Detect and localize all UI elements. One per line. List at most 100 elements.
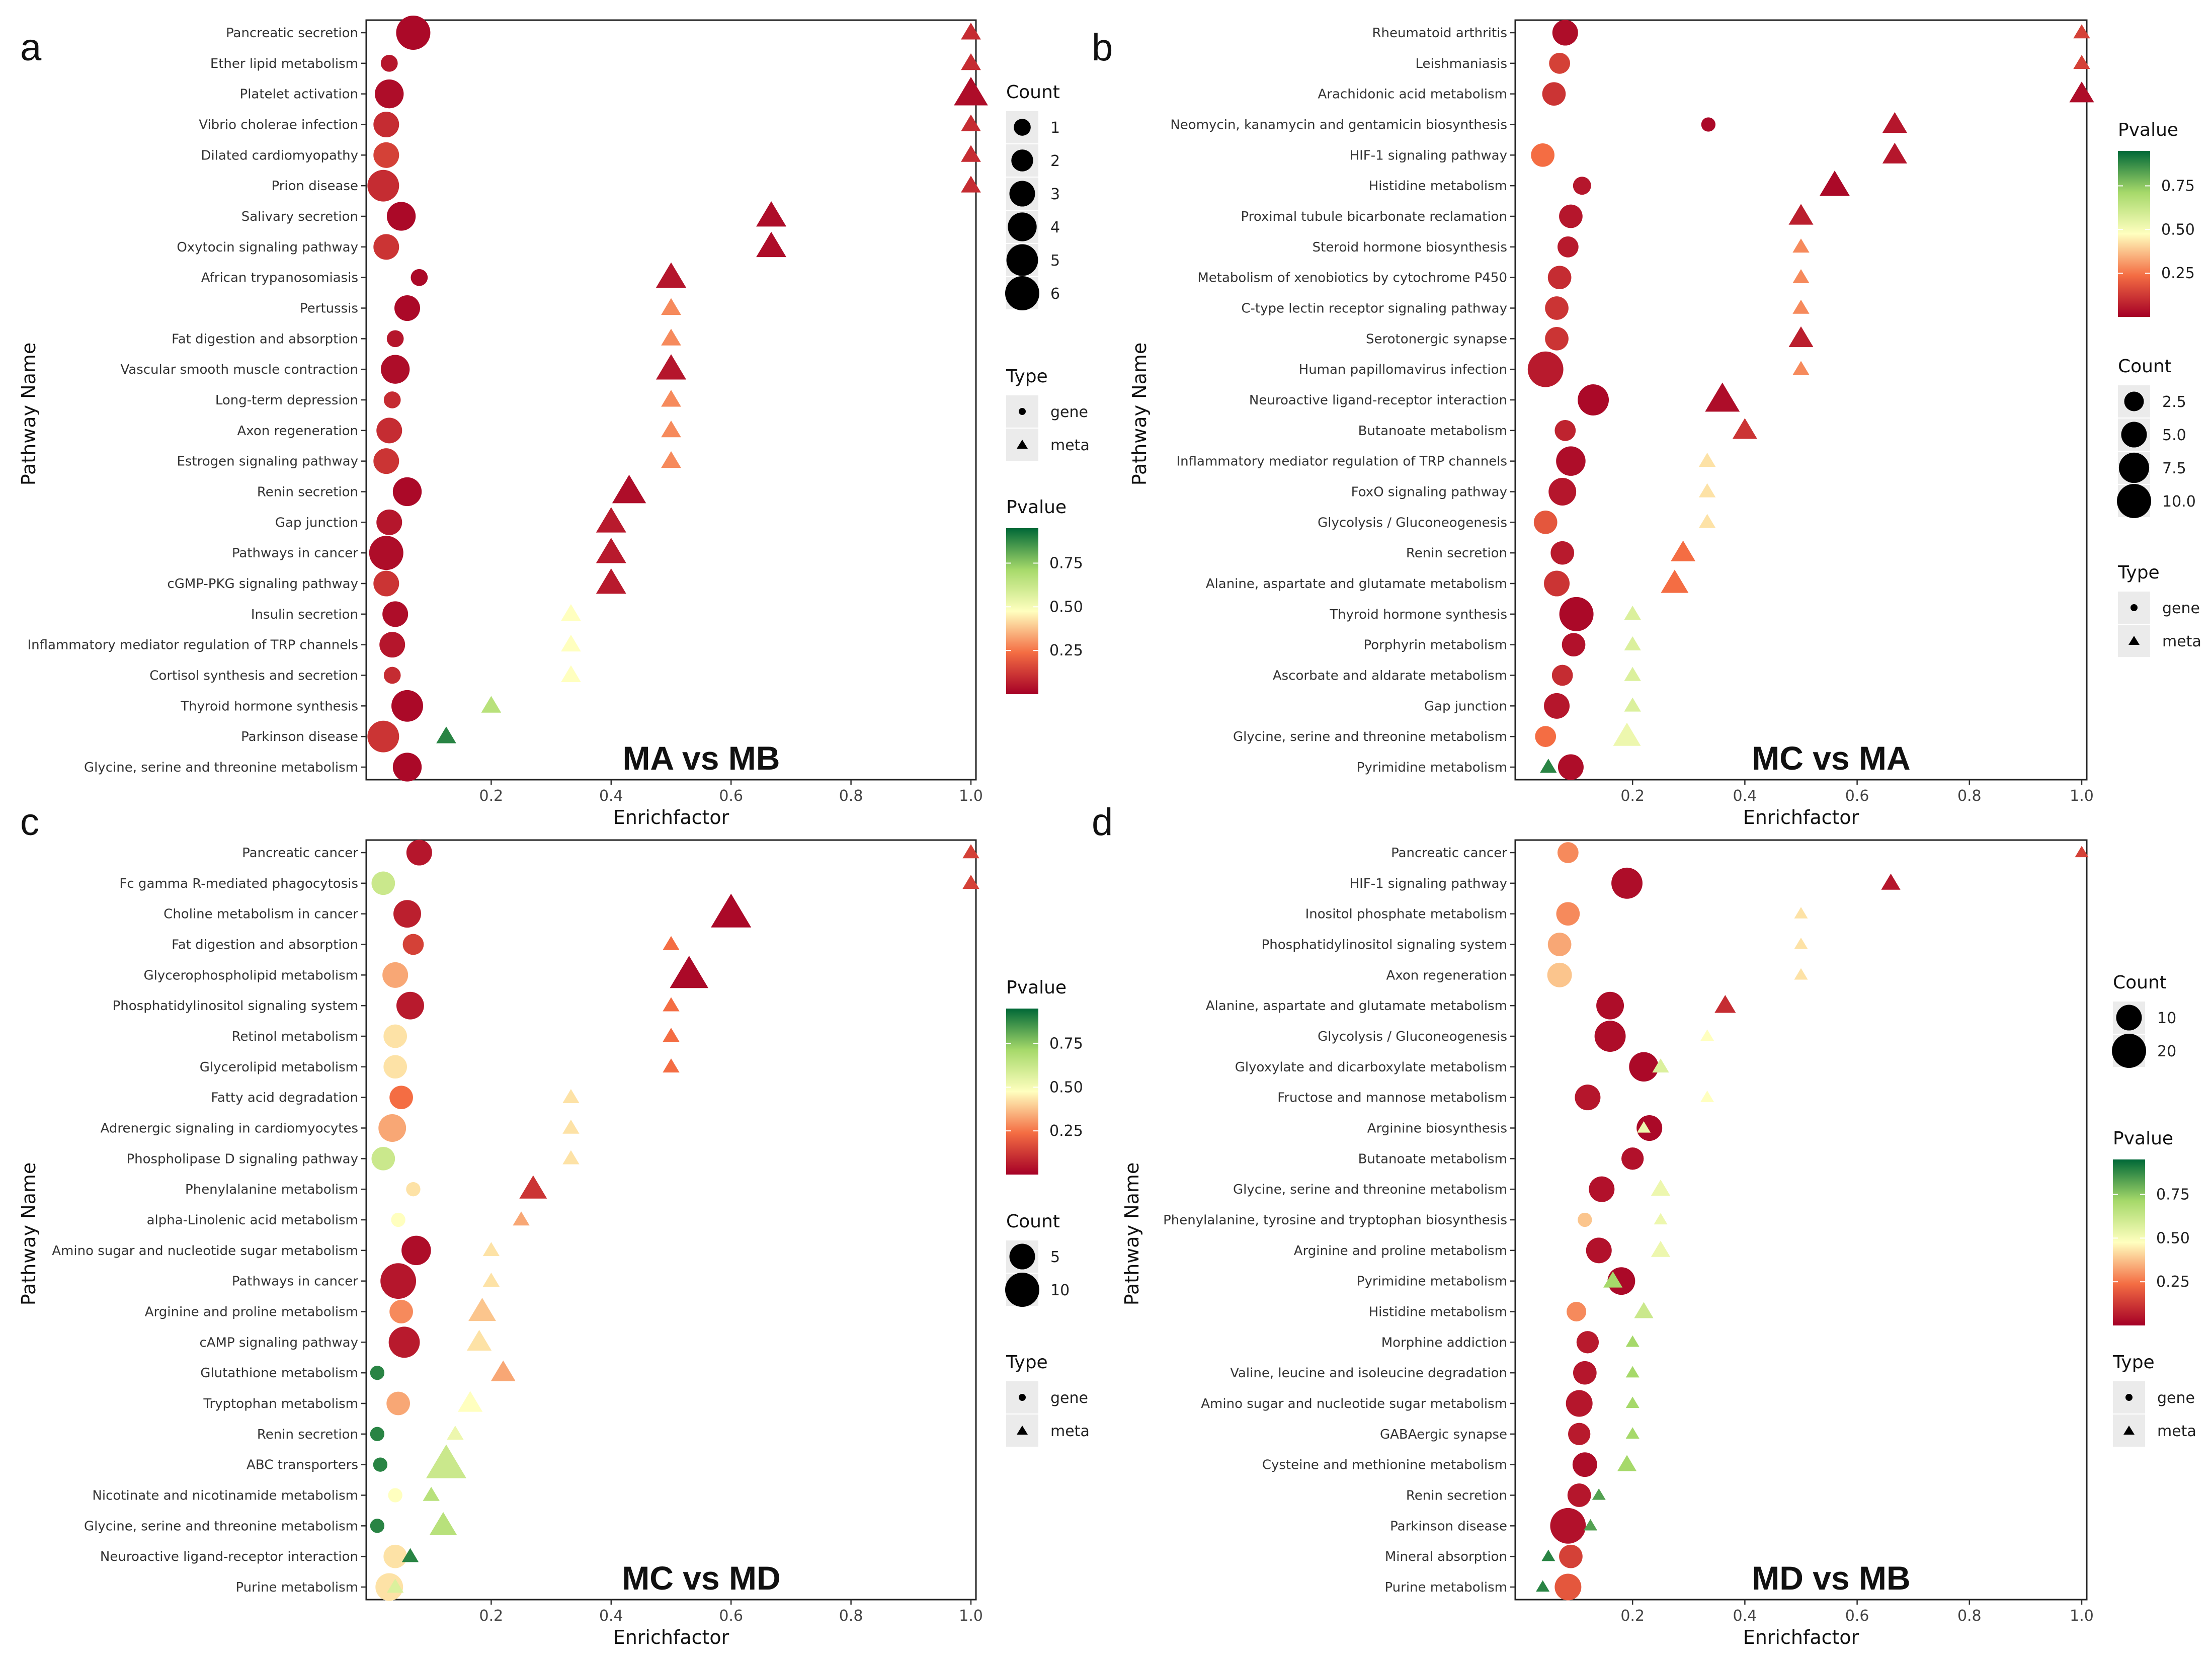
pathway-label: Mineral absorption (1385, 1549, 1507, 1564)
gene-point (1701, 117, 1716, 132)
gene-point (1545, 326, 1569, 351)
gene-point (1554, 420, 1576, 441)
pathway-label: cGMP-PKG signaling pathway (167, 576, 358, 592)
gene-point (1544, 570, 1570, 597)
plot-frame (1514, 839, 2088, 1601)
pathway-label: Leishmaniasis (1416, 56, 1507, 71)
pathway-label: Thyroid hormone synthesis (180, 699, 358, 714)
meta-point (562, 1089, 580, 1103)
meta-point (481, 696, 502, 713)
meta-point (670, 956, 709, 988)
x-tick-label: 1.0 (2070, 787, 2094, 805)
legend-size-key (1009, 1243, 1035, 1270)
pathway-label: Ascorbate and aldarate metabolism (1273, 669, 1507, 684)
gene-point (1557, 842, 1579, 863)
pathway-label: Glycolysis / Gluconeogenesis (1318, 515, 1507, 530)
pathway-label: Retinol metabolism (232, 1029, 358, 1044)
legend-size-label: 10 (1050, 1282, 1070, 1299)
gene-point (386, 1391, 410, 1416)
meta-point (1625, 1396, 1640, 1408)
pvalue-colorbar (1006, 1009, 1038, 1175)
meta-point (954, 76, 988, 106)
legend-size-key (1009, 181, 1035, 207)
legend-title: Count (1006, 82, 1060, 103)
meta-point (1882, 112, 1907, 133)
pathway-label: Purine metabolism (235, 1580, 358, 1595)
gene-point (379, 632, 405, 658)
meta-point (1636, 1121, 1651, 1133)
meta-point (1583, 1519, 1598, 1531)
legend-size: Count 10 20 (2112, 972, 2176, 1068)
pathway-label: Dilated cardiomyopathy (201, 148, 358, 163)
meta-point (513, 1211, 530, 1226)
gene-point (380, 1263, 417, 1299)
meta-point (1881, 873, 1901, 890)
panel-a: a Pancreatic secretion Ether lipid metabol… (18, 16, 1090, 828)
legend-color: Pvalue 0.75 0.50 0.25 (1006, 977, 1083, 1175)
colorbar-label: 0.75 (2161, 177, 2195, 195)
gene-point (393, 900, 421, 928)
pathway-label: Neuroactive ligand-receptor interaction (100, 1549, 358, 1564)
meta-point (756, 231, 787, 258)
legend-title: Type (1006, 366, 1048, 387)
meta-point (519, 1175, 547, 1199)
meta-point (961, 23, 981, 40)
comparison-title: MD vs MB (1752, 1559, 1910, 1597)
pathway-label: Insulin secretion (251, 607, 358, 622)
comparison-title: MA vs MB (623, 739, 780, 777)
colorbar-label: 0.50 (1049, 1078, 1083, 1096)
pathway-label: Phospholipase D signaling pathway (126, 1151, 358, 1167)
pathway-label: Human papillomavirus infection (1299, 362, 1507, 377)
pathway-label: Valine, leucine and isoleucine degradati… (1230, 1366, 1507, 1381)
meta-point (756, 201, 787, 227)
pvalue-colorbar (1006, 528, 1038, 694)
y-axis-title: Pathway Name (1121, 1162, 1143, 1306)
gene-point (1531, 143, 1554, 167)
legend-color: Pvalue 0.75 0.50 0.25 (2113, 1128, 2190, 1325)
pathway-label: African trypanosomiasis (201, 271, 358, 286)
gene-point (1556, 902, 1580, 926)
gene-point (1567, 1483, 1591, 1507)
legend-title: Pvalue (1006, 977, 1067, 998)
x-tick-label: 0.6 (719, 1607, 743, 1625)
legend-size-label: 6 (1050, 285, 1060, 303)
legend-size-label: 2 (1050, 152, 1060, 170)
meta-point (458, 1391, 483, 1412)
pathway-label: Parkinson disease (241, 729, 358, 744)
pathway-label: Porphyrin metabolism (1363, 638, 1507, 653)
meta-point (1700, 1091, 1714, 1102)
pathway-label: Axon regeneration (1386, 968, 1507, 983)
legend-title: Count (2118, 356, 2172, 377)
colorbar-label: 0.50 (2161, 221, 2195, 238)
meta-point (1625, 1335, 1640, 1347)
gene-point (1611, 867, 1643, 899)
meta-point (1794, 968, 1808, 980)
meta-point (401, 1548, 419, 1562)
meta-point (1714, 994, 1736, 1013)
meta-point (1671, 540, 1696, 561)
gene-point (1621, 1147, 1644, 1170)
gene-point (1586, 1237, 1612, 1264)
panel-letter-b: b (1092, 26, 1113, 69)
gene-point (1594, 1021, 1626, 1052)
pathway-label: Phosphatidylinositol signaling system (113, 998, 358, 1014)
meta-point (386, 1578, 404, 1593)
gene-point (370, 1427, 385, 1442)
meta-point (656, 354, 687, 380)
pathway-label: Estrogen signaling pathway (177, 454, 358, 469)
meta-point (1698, 483, 1716, 497)
meta-point (711, 893, 752, 928)
meta-point (1651, 1240, 1671, 1257)
pathway-label: Histidine metabolism (1369, 1305, 1507, 1320)
legend-size-key (2121, 422, 2147, 448)
pathway-label: Axon regeneration (237, 424, 358, 439)
meta-point (562, 1150, 580, 1164)
legend-size-label: 4 (1050, 219, 1060, 236)
legend-type-label: gene (1050, 1389, 1088, 1407)
panel-letter-d: d (1092, 801, 1113, 844)
pathway-label: Rheumatoid arthritis (1372, 26, 1507, 41)
x-tick-label: 0.4 (599, 1607, 623, 1625)
x-tick-label: 1.0 (959, 787, 983, 805)
